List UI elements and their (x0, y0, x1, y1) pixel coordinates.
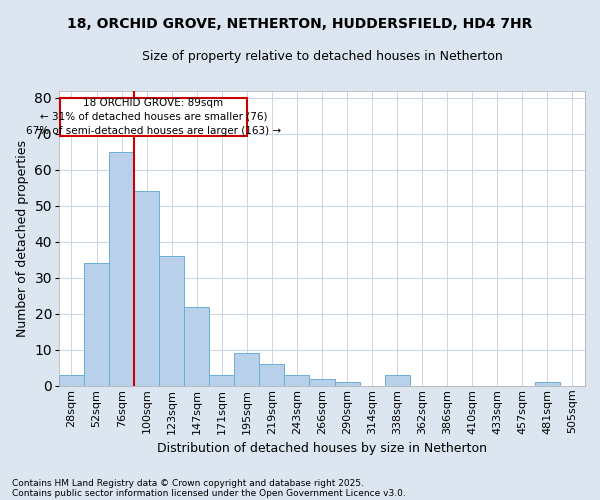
Text: 18 ORCHID GROVE: 89sqm
← 31% of detached houses are smaller (76)
67% of semi-det: 18 ORCHID GROVE: 89sqm ← 31% of detached… (26, 98, 281, 136)
Bar (109, 152, 134, 386)
Bar (535, 382, 560, 386)
Bar (310, 378, 335, 386)
Bar (84, 264, 109, 386)
Text: Contains HM Land Registry data © Crown copyright and database right 2025.: Contains HM Land Registry data © Crown c… (12, 478, 364, 488)
X-axis label: Distribution of detached houses by size in Netherton: Distribution of detached houses by size … (157, 442, 487, 455)
Bar (235, 354, 259, 386)
Bar (159, 256, 184, 386)
Bar (134, 192, 159, 386)
Bar (184, 306, 209, 386)
Bar (335, 382, 359, 386)
Bar (209, 375, 235, 386)
Bar (59, 375, 84, 386)
Bar (385, 375, 410, 386)
Bar (284, 375, 310, 386)
FancyBboxPatch shape (60, 98, 247, 136)
Text: Contains public sector information licensed under the Open Government Licence v3: Contains public sector information licen… (12, 488, 406, 498)
Title: Size of property relative to detached houses in Netherton: Size of property relative to detached ho… (142, 50, 502, 63)
Y-axis label: Number of detached properties: Number of detached properties (16, 140, 29, 336)
Text: 18, ORCHID GROVE, NETHERTON, HUDDERSFIELD, HD4 7HR: 18, ORCHID GROVE, NETHERTON, HUDDERSFIEL… (67, 18, 533, 32)
Bar (259, 364, 284, 386)
